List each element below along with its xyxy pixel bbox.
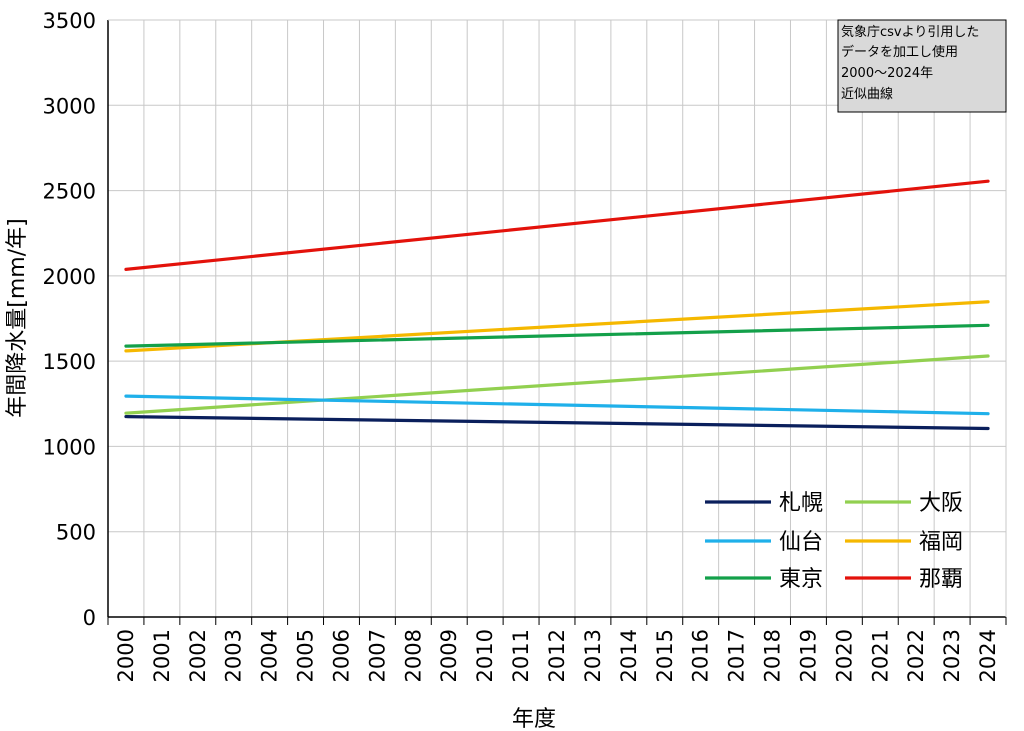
y-tick-label: 2500	[43, 180, 96, 204]
x-tick-label: 2006	[329, 629, 353, 682]
source-note-line-1: 気象庁csvより引用した	[841, 24, 979, 40]
y-tick-label: 500	[56, 521, 96, 545]
source-note-line-4: 近似曲線	[841, 86, 893, 102]
legend-label-那覇: 那覇	[919, 567, 963, 592]
x-tick-label: 2016	[689, 629, 713, 682]
y-tick-label: 3000	[43, 94, 96, 118]
x-tick-label: 2008	[401, 629, 425, 682]
series-line-札幌	[124, 414, 990, 431]
source-note-line-2: データを加工し使用	[841, 44, 958, 60]
source-note-box: 気象庁csvより引用した データを加工し使用 2000～2024年 近似曲線	[837, 19, 1007, 113]
x-tick-label: 2003	[222, 629, 246, 682]
x-tick-label: 2011	[509, 629, 533, 682]
legend-label-札幌: 札幌	[779, 491, 823, 516]
series-line-那覇	[124, 179, 990, 271]
x-tick-label: 2005	[294, 629, 318, 682]
x-tick-label: 2014	[617, 629, 641, 682]
x-tick-label: 2023	[940, 629, 964, 682]
x-tick-label: 2022	[904, 629, 928, 682]
x-tick-label: 2019	[796, 629, 820, 682]
x-tick-label: 2009	[437, 629, 461, 682]
x-tick-label: 2007	[365, 629, 389, 682]
series-lines	[124, 179, 990, 431]
x-axis-ticks: 2000 2001 2002 2003 2004 2005 2006 2007 2008 2009…	[107, 617, 1007, 682]
x-tick-label: 2013	[581, 629, 605, 682]
y-axis-title: 年間降水量[mm/年]	[5, 218, 30, 417]
y-tick-label: 1500	[43, 350, 96, 374]
x-tick-label: 2002	[186, 629, 210, 682]
series-line-東京	[124, 323, 990, 348]
x-tick-label: 2012	[545, 629, 569, 682]
x-tick-label: 2021	[868, 629, 892, 682]
x-tick-label: 2004	[258, 629, 282, 682]
x-tick-label: 2000	[114, 629, 138, 682]
y-tick-label: 3500	[43, 9, 96, 33]
y-axis-ticks: 0 500 1000 1500 2000 2500 3000 3500	[43, 9, 96, 630]
y-tick-label: 1000	[43, 435, 96, 459]
legend-label-東京: 東京	[779, 567, 823, 592]
x-tick-label: 2018	[761, 629, 785, 682]
source-note-background	[837, 19, 1007, 113]
y-tick-label: 0	[83, 606, 96, 630]
series-line-大阪	[124, 354, 990, 415]
series-line-仙台	[124, 394, 990, 416]
legend-label-大阪: 大阪	[919, 491, 963, 516]
x-tick-label: 2010	[473, 629, 497, 682]
x-axis-title: 年度	[512, 707, 556, 731]
x-tick-label: 2020	[832, 629, 856, 682]
legend-label-福岡: 福岡	[919, 530, 963, 555]
y-tick-label: 2000	[43, 265, 96, 289]
x-tick-label: 2001	[150, 629, 174, 682]
x-tick-label: 2015	[653, 629, 677, 682]
x-tick-label: 2017	[725, 629, 749, 682]
legend-label-仙台: 仙台	[779, 530, 823, 555]
x-tick-label: 2024	[976, 629, 1000, 682]
source-note-line-3: 2000～2024年	[841, 66, 933, 81]
